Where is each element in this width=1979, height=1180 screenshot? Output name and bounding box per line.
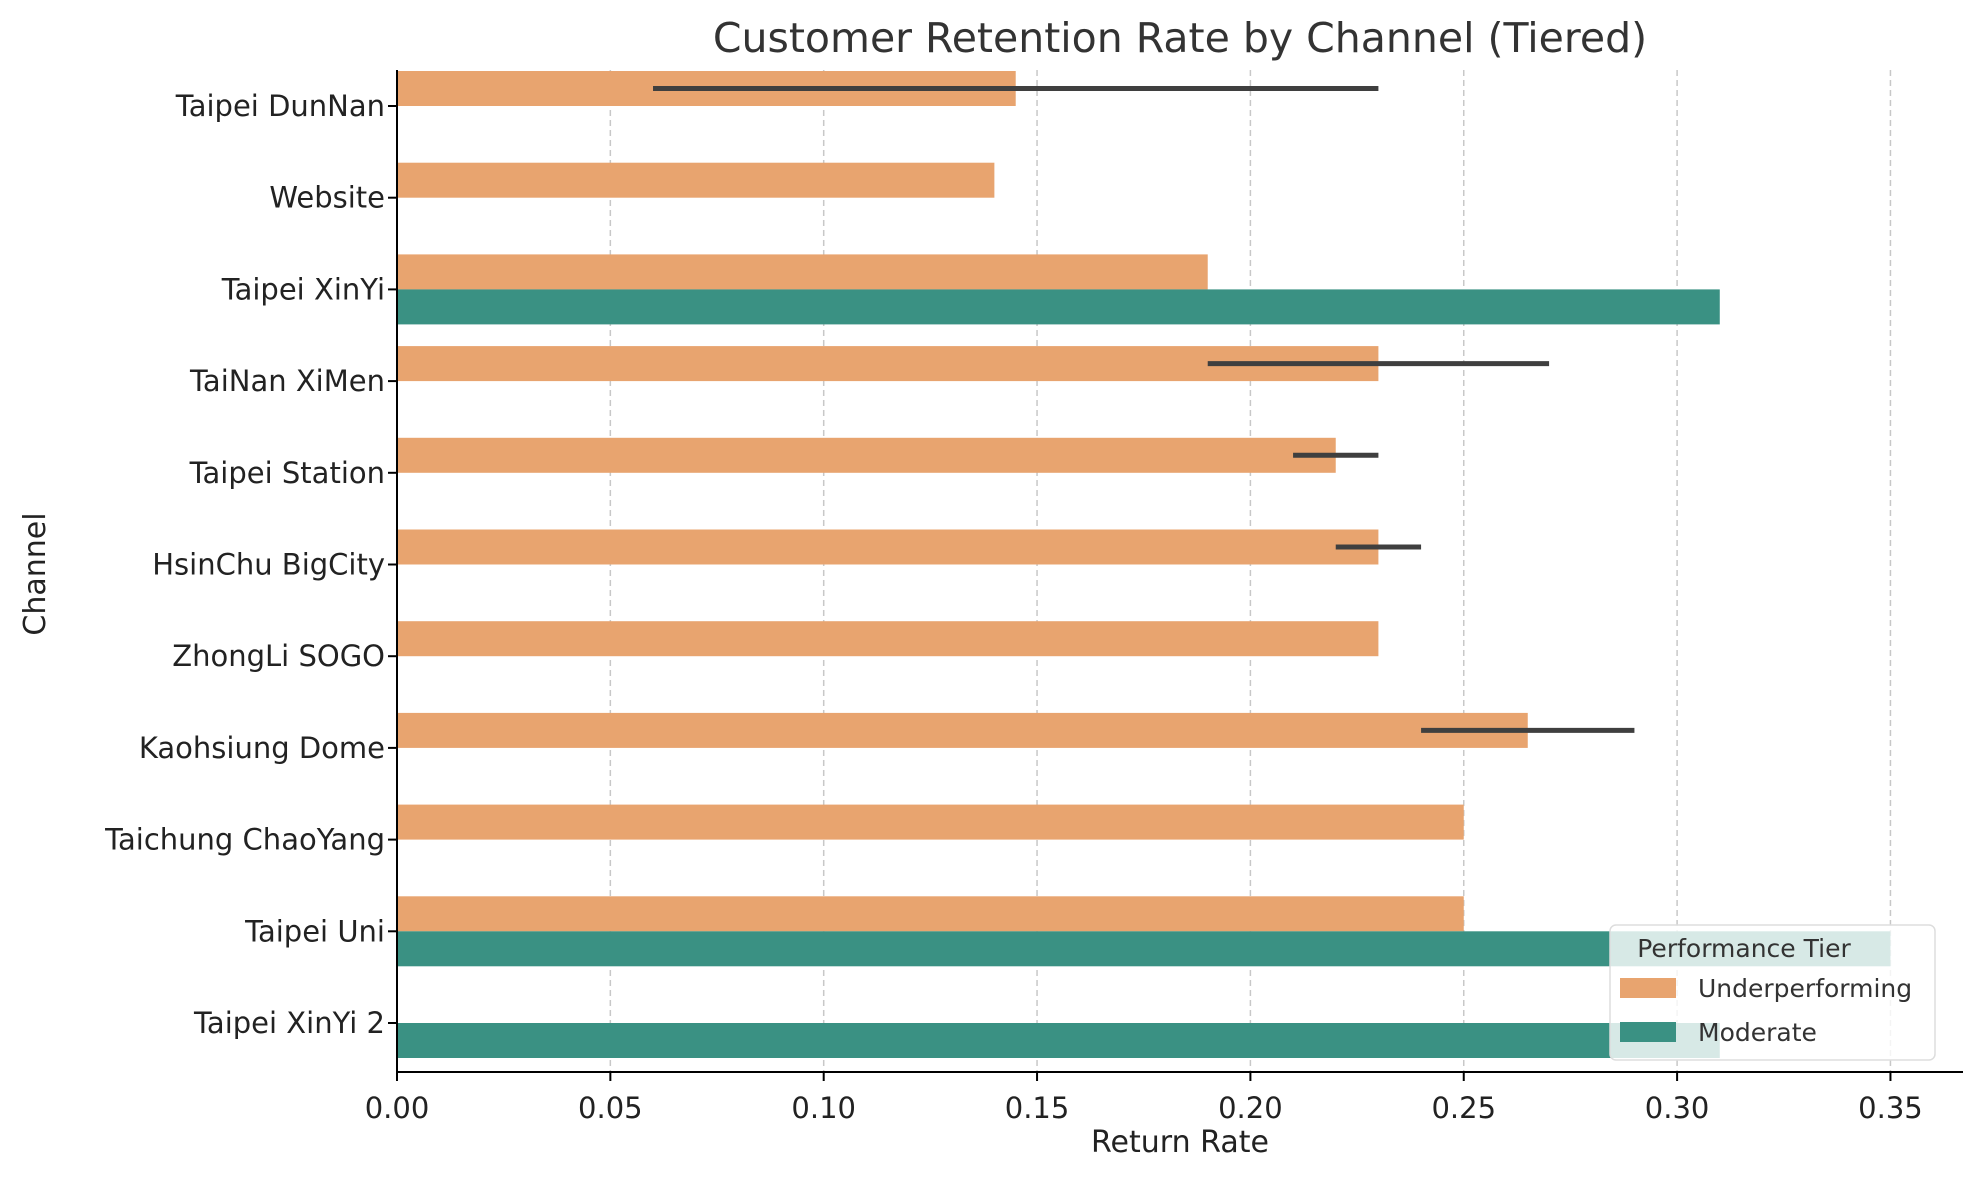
y-tick-label: Kaohsiung Dome — [139, 731, 385, 765]
bar-underperforming-taichung-chaoyang — [397, 804, 1464, 840]
bar-moderate-taipei-xinyi-2 — [397, 1023, 1720, 1058]
axes — [396, 70, 1963, 1073]
x-tick-label: 0.15 — [1005, 1091, 1070, 1125]
legend-swatch-moderate — [1620, 1022, 1676, 1042]
legend-swatch-underperforming — [1620, 978, 1676, 998]
bar-underperforming-taipei-station — [397, 437, 1336, 473]
y-tick-label: Taichung ChaoYang — [104, 823, 385, 857]
y-tick-label: Taipei DunNan — [175, 89, 385, 123]
bar-underperforming-zhongli-sogo — [397, 621, 1379, 657]
error-bars — [653, 86, 1635, 733]
x-tick-label: 0.30 — [1645, 1091, 1710, 1125]
bar-moderate-taipei-xinyi — [397, 289, 1720, 325]
x-tick-label: 0.20 — [1218, 1091, 1283, 1125]
y-tick-label: Website — [269, 181, 385, 215]
bar-underperforming-website — [397, 162, 995, 198]
x-axis-label: Return Rate — [1091, 1125, 1269, 1160]
y-tick-label: ZhongLi SOGO — [172, 639, 385, 673]
legend-label-underperforming: Underperforming — [1698, 974, 1912, 1003]
x-ticks: 0.00 0.05 0.10 0.15 0.20 0.25 0.30 0.35 — [365, 1072, 1923, 1125]
x-tick-label: 0.10 — [791, 1091, 856, 1125]
legend-title: Performance Tier — [1637, 934, 1851, 963]
bar-underperforming-taipei-xinyi — [397, 254, 1208, 290]
y-tick-label: HsinChu BigCity — [152, 548, 385, 582]
y-tick-label: Taipei XinYi — [221, 272, 385, 306]
x-tick-label: 0.05 — [578, 1091, 643, 1125]
legend-label-moderate: Moderate — [1698, 1018, 1817, 1047]
y-tick-label: Taipei Station — [189, 456, 385, 490]
y-tick-label: Taipei Uni — [244, 914, 385, 948]
legend-frame — [1609, 924, 1936, 1061]
y-tick-label: Taipei XinYi 2 — [193, 1006, 385, 1040]
x-tick-label: 0.35 — [1858, 1091, 1923, 1125]
legend: Performance Tier Underperforming Moderat… — [1609, 924, 1936, 1061]
y-axis-label: Channel — [18, 512, 53, 635]
x-tick-label: 0.00 — [365, 1091, 430, 1125]
bar-underperforming-taipei-uni — [397, 896, 1464, 932]
bar-underperforming-kaohsiung-dome — [397, 712, 1528, 748]
x-tick-label: 0.25 — [1431, 1091, 1496, 1125]
y-ticks: Taipei DunNan Website Taipei XinYi TaiNan X… — [104, 89, 397, 1040]
y-tick-label: TaiNan XiMen — [189, 364, 385, 398]
bars — [397, 71, 1891, 1058]
bar-underperforming-hsinchu-bigcity — [397, 529, 1379, 565]
chart-title: Customer Retention Rate by Channel (Tier… — [713, 14, 1647, 62]
